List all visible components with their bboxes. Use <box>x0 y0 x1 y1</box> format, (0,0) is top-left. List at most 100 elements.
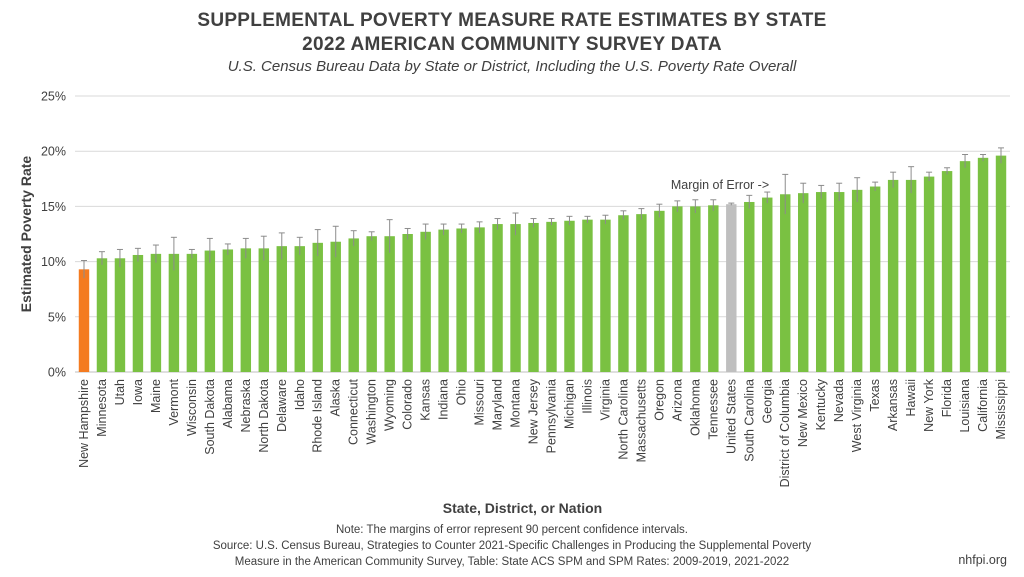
x-tick-label: South Carolina <box>742 379 756 462</box>
bar-arizona <box>672 206 683 372</box>
bar-tennessee <box>708 205 719 372</box>
x-tick-label: Alabama <box>221 379 235 428</box>
bar-illinois <box>582 219 593 372</box>
x-tick-label: Utah <box>113 379 127 405</box>
bar-georgia <box>762 197 773 372</box>
x-tick-label: Louisiana <box>958 379 972 433</box>
bar-vermont <box>168 253 180 372</box>
x-tick-label: Oregon <box>652 379 666 421</box>
chart-title-line2: 2022 AMERICAN COMMUNITY SURVEY DATA <box>302 34 722 55</box>
bar-delaware <box>276 246 287 372</box>
x-tick-label: Alaska <box>329 379 343 417</box>
chart-source-line1: Source: U.S. Census Bureau, Strategies t… <box>212 540 812 552</box>
x-tick-label: Delaware <box>275 379 289 432</box>
margin-of-error-annotation: Margin of Error -> <box>671 178 769 192</box>
bar-west-virginia <box>851 189 863 372</box>
x-tick-label: New York <box>922 378 936 432</box>
x-tick-label: Wyoming <box>383 379 397 431</box>
x-tick-label: Minnesota <box>95 379 109 437</box>
bar-michigan <box>564 220 575 372</box>
bar-washington <box>366 236 377 372</box>
x-tick-label: Pennsylvania <box>544 379 558 453</box>
x-tick-label: Washington <box>365 379 379 445</box>
bar-rhode-island <box>312 242 323 372</box>
bar-alabama <box>222 249 234 372</box>
x-tick-label: Missouri <box>473 379 487 426</box>
bar-kentucky <box>815 192 827 372</box>
x-tick-label: Maine <box>149 379 163 413</box>
x-tick-label: Kansas <box>419 379 433 421</box>
x-tick-label: Texas <box>868 379 882 412</box>
x-tick-label: Georgia <box>760 379 774 424</box>
bar-colorado <box>402 234 413 372</box>
x-tick-label: Hawaii <box>904 379 918 417</box>
x-tick-label: Maryland <box>491 379 505 430</box>
bar-louisiana <box>959 161 971 372</box>
x-axis-label: State, District, or Nation <box>443 500 602 516</box>
bar-minnesota <box>96 258 108 372</box>
x-tick-label: North Dakota <box>257 379 271 453</box>
bar-north-carolina <box>618 215 629 372</box>
y-tick-label: 20% <box>41 145 66 159</box>
bar-mississippi <box>995 155 1007 372</box>
x-tick-label: Rhode Island <box>311 379 325 453</box>
bar-utah <box>114 258 126 372</box>
y-tick-label: 10% <box>41 255 66 269</box>
x-tick-label: South Dakota <box>203 379 217 455</box>
x-tick-label: Kentucky <box>814 378 828 430</box>
bar-indiana <box>438 229 449 372</box>
x-tick-label: Arizona <box>670 379 684 421</box>
x-tick-label: Illinois <box>580 379 594 414</box>
chart-subtitle: U.S. Census Bureau Data by State or Dist… <box>227 58 797 75</box>
bar-north-dakota <box>258 248 270 372</box>
bar-oregon <box>654 210 665 372</box>
x-tick-label: Nevada <box>832 379 846 422</box>
x-tick-label: Florida <box>940 379 954 417</box>
bar-oklahoma <box>690 206 701 372</box>
bar-texas <box>869 186 881 372</box>
bar-alaska <box>330 241 341 372</box>
x-tick-label: Arkansas <box>886 379 900 431</box>
y-tick-label: 15% <box>41 200 66 214</box>
bar-new-jersey <box>528 222 539 372</box>
bar-united-states <box>726 204 737 372</box>
x-tick-label: Idaho <box>293 379 307 410</box>
bar-south-dakota <box>204 250 216 372</box>
brand-label: nhfpi.org <box>958 553 1007 567</box>
x-tick-label: Colorado <box>401 379 415 430</box>
bar-new-mexico <box>798 193 809 372</box>
x-tick-label: Mississippi <box>994 379 1008 439</box>
chart-title-line1: SUPPLEMENTAL POVERTY MEASURE RATE ESTIMA… <box>197 10 827 31</box>
bar-wisconsin <box>186 253 198 372</box>
x-tick-label: Iowa <box>131 379 145 405</box>
x-tick-label: Michigan <box>562 379 576 429</box>
x-tick-label: United States <box>724 379 738 454</box>
bar-missouri <box>474 227 485 372</box>
y-axis-label: Estimated Poverty Rate <box>18 156 34 313</box>
bar-idaho <box>294 246 305 372</box>
bar-district-of-columbia <box>780 194 791 372</box>
chart-note: Note: The margins of error represent 90 … <box>336 524 688 536</box>
x-tick-label: New Mexico <box>796 379 810 447</box>
x-tick-label: Oklahoma <box>688 379 702 436</box>
bar-new-hampshire <box>78 269 90 372</box>
chart-source-line2: Measure in the American Community Survey… <box>234 556 790 568</box>
bar-maine <box>150 253 162 372</box>
bar-ohio <box>456 228 467 372</box>
x-tick-label: Nebraska <box>239 379 253 433</box>
y-tick-label: 25% <box>41 90 66 104</box>
bar-massachusetts <box>636 214 647 372</box>
x-tick-label: New Hampshire <box>77 379 91 468</box>
x-tick-label: Tennessee <box>706 379 720 440</box>
bar-wyoming <box>384 236 395 372</box>
bar-florida <box>941 171 953 372</box>
bar-south-carolina <box>744 201 755 372</box>
x-tick-label: Ohio <box>455 379 469 405</box>
bar-iowa <box>132 254 144 372</box>
x-tick-label: Wisconsin <box>185 379 199 436</box>
y-tick-label: 0% <box>48 366 66 380</box>
x-tick-label: Massachusetts <box>634 379 648 462</box>
x-tick-label: Connecticut <box>347 378 361 445</box>
bar-california <box>977 157 989 372</box>
